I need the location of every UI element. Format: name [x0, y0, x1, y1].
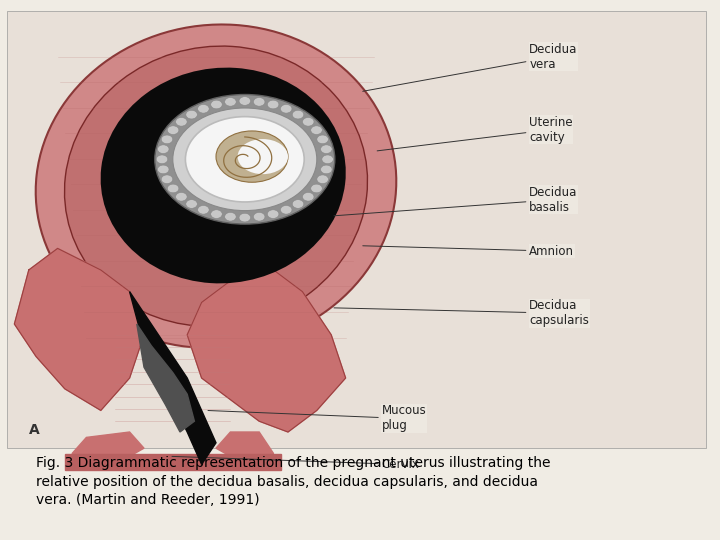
Ellipse shape: [239, 213, 251, 222]
Text: Cervix: Cervix: [172, 456, 420, 471]
Ellipse shape: [161, 175, 173, 184]
Ellipse shape: [302, 192, 314, 201]
Polygon shape: [130, 292, 216, 464]
Ellipse shape: [176, 118, 187, 126]
Ellipse shape: [173, 108, 317, 211]
Text: Fig. 3 Diagrammatic representation of the pregnant uterus illustrating the
relat: Fig. 3 Diagrammatic representation of th…: [36, 456, 551, 507]
Ellipse shape: [101, 68, 346, 284]
Polygon shape: [187, 259, 346, 432]
Ellipse shape: [167, 184, 179, 193]
Text: Decidua
capsularis: Decidua capsularis: [334, 299, 589, 327]
Ellipse shape: [158, 165, 169, 174]
Ellipse shape: [267, 100, 279, 109]
Ellipse shape: [311, 184, 323, 193]
Ellipse shape: [317, 135, 328, 144]
Ellipse shape: [302, 118, 314, 126]
Ellipse shape: [186, 110, 197, 119]
Ellipse shape: [211, 100, 222, 109]
Text: Mucous
plug: Mucous plug: [208, 404, 426, 433]
FancyBboxPatch shape: [7, 11, 706, 448]
Ellipse shape: [211, 210, 222, 218]
Ellipse shape: [292, 110, 304, 119]
Ellipse shape: [197, 104, 209, 113]
Ellipse shape: [185, 117, 304, 202]
Ellipse shape: [253, 98, 265, 106]
Ellipse shape: [320, 165, 332, 174]
Polygon shape: [72, 432, 144, 464]
Ellipse shape: [167, 126, 179, 134]
Ellipse shape: [225, 212, 236, 221]
Ellipse shape: [176, 192, 187, 201]
Ellipse shape: [155, 94, 335, 224]
Polygon shape: [65, 454, 281, 470]
Ellipse shape: [197, 206, 209, 214]
Polygon shape: [216, 432, 274, 464]
Ellipse shape: [186, 200, 197, 208]
Ellipse shape: [225, 98, 236, 106]
Ellipse shape: [238, 139, 288, 174]
Ellipse shape: [311, 126, 323, 134]
Ellipse shape: [216, 131, 288, 183]
Ellipse shape: [322, 155, 333, 164]
Ellipse shape: [65, 46, 367, 327]
Ellipse shape: [156, 155, 168, 164]
Ellipse shape: [158, 145, 169, 153]
Ellipse shape: [292, 200, 304, 208]
Ellipse shape: [239, 97, 251, 105]
Text: Uterine
cavity: Uterine cavity: [377, 116, 573, 151]
Ellipse shape: [280, 206, 292, 214]
Ellipse shape: [267, 210, 279, 218]
Text: Decidua
basalis: Decidua basalis: [334, 186, 577, 216]
Ellipse shape: [253, 212, 265, 221]
Text: Amnion: Amnion: [363, 245, 575, 258]
Ellipse shape: [281, 104, 292, 113]
Ellipse shape: [36, 24, 396, 348]
Ellipse shape: [320, 145, 332, 153]
Text: Decidua
vera: Decidua vera: [363, 43, 577, 91]
Ellipse shape: [161, 135, 173, 144]
Polygon shape: [137, 324, 194, 432]
Text: A: A: [29, 423, 40, 437]
Ellipse shape: [317, 175, 328, 184]
Polygon shape: [14, 248, 144, 410]
